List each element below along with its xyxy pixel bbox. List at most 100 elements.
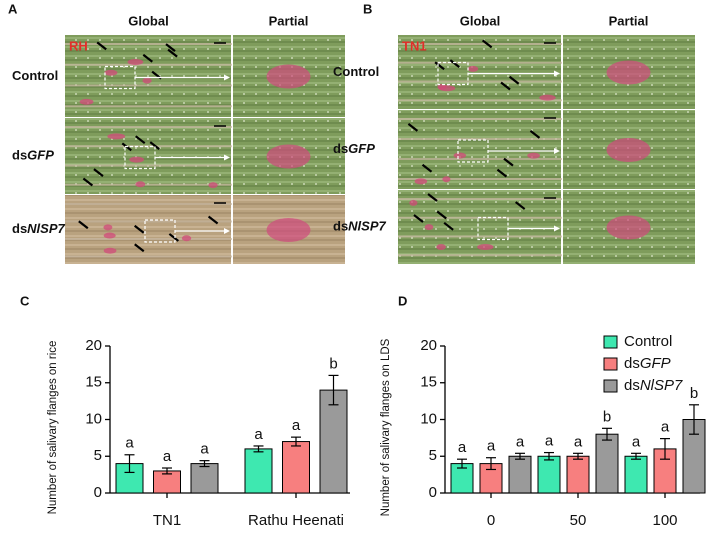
arrow [481,39,493,49]
flange-spot [414,178,428,185]
flange-spot [127,59,144,66]
significance-letter: a [292,417,301,434]
arrow [207,215,219,225]
arrow [421,163,433,173]
x-tick-label: 50 [570,512,587,529]
significance-letter: a [125,435,134,452]
flange-spot [442,176,451,183]
significance-letter: a [200,441,209,458]
leaf-seam [398,80,562,83]
leaf-seam [398,178,562,180]
column-label: Partial [269,13,309,28]
arrow [503,157,514,167]
arrow [500,81,511,91]
arrow [135,135,146,145]
flange-spot [107,133,126,140]
bar [282,441,310,494]
column-label: Global [460,13,500,28]
arrow [134,243,145,253]
leaf-seam [65,255,232,258]
significance-letter: b [329,355,337,372]
arrow [93,168,104,178]
leaf-seam [398,43,562,45]
flange-spot [104,69,118,76]
significance-letter: a [574,433,583,450]
panel-label: B [363,1,372,16]
legend-swatch [603,379,618,393]
leaf-seam [65,145,232,148]
leaf-seam [65,126,232,128]
global-image [65,195,231,264]
arrow [496,168,508,178]
leaf-seam [65,238,232,240]
bar [595,433,619,494]
image-tag: RH [69,38,88,53]
arrow [508,75,520,85]
flange-spot [438,85,456,92]
y-tick-label: 0 [429,484,437,501]
arrow [449,59,460,68]
y-tick-label: 20 [85,337,102,354]
leaf-seam [398,138,562,140]
leaf-seam [65,84,232,87]
flange-spot [103,224,113,231]
zoom-arrowhead [224,228,230,234]
flange-spot [467,65,479,72]
significance-letter: a [516,433,525,450]
arrow [434,61,445,71]
flange-spot [129,156,144,163]
arrow [529,130,541,139]
arrow [413,214,424,223]
zoom-arrowhead [554,148,560,154]
flange-spot [436,244,446,251]
flange-spot [135,181,146,188]
global-image [398,110,561,189]
panel-label: D [398,293,407,308]
significance-letter: a [487,438,496,455]
y-tick-label: 20 [420,337,437,354]
leaf-seam [65,183,232,186]
flange-spot [527,152,540,159]
global-image [398,35,561,109]
global-image [65,35,231,117]
significance-letter: a [458,439,467,456]
legend-label: dsNlSP7 [624,377,683,394]
bar [537,455,561,494]
flange-spot [424,224,434,231]
x-tick-label: 100 [652,512,677,529]
row-label: dsGFP [12,148,54,163]
flange-spot-zoom [606,215,651,240]
significance-letter: a [632,433,641,450]
legend-swatch [603,357,618,371]
leaf-seam [398,118,562,120]
global-image [398,190,561,264]
arrow [443,221,454,231]
bar [566,455,590,494]
flange-spot [103,232,116,239]
zoom-arrowhead [554,225,560,232]
arrow [165,43,176,52]
zoom-arrowhead [224,74,230,81]
panel-label: A [8,1,18,16]
flange-spot [477,244,494,251]
flange-spot [453,152,467,159]
leaf-seam [65,105,232,108]
arrow [149,141,160,151]
flange-spot-zoom [266,64,311,89]
arrow [78,220,89,230]
arrow [436,210,447,220]
legend-label: dsGFP [624,355,671,372]
leaf-seam [398,158,562,160]
x-tick-label: Rathu Heenati [248,512,344,529]
flange-spot [79,98,94,105]
flange-spot [539,94,556,101]
significance-letter: a [661,419,670,436]
y-axis-label: Number of salivary flanges on LDS [380,338,392,516]
row-label: dsNlSP7 [333,219,387,234]
significance-letter: a [254,426,263,443]
leaf-seam [65,220,232,223]
panel-label: C [20,293,30,308]
leaf-seam [398,235,562,238]
flange-spot-zoom [606,60,651,85]
